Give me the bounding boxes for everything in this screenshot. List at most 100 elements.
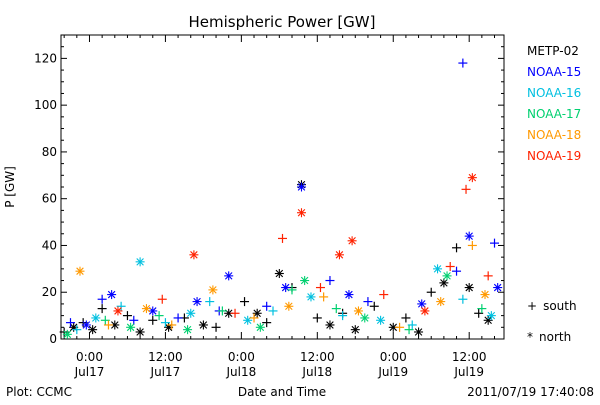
data-point-north: [148, 306, 158, 316]
data-point-north: [480, 290, 490, 300]
legend-entry: NOAA-17: [527, 107, 581, 121]
data-point-south: [490, 238, 500, 248]
legend-entry: NOAA-19: [527, 149, 581, 163]
data-point-south: [148, 315, 158, 325]
data-point-south: [154, 311, 164, 321]
data-point-north: [208, 285, 218, 295]
series-noaa-18: [75, 240, 490, 332]
data-point-south: [230, 308, 240, 318]
data-point-north: [464, 283, 474, 293]
data-point-north: [334, 250, 344, 260]
data-point-south: [474, 308, 484, 318]
x-axis: 0:00Jul1712:00Jul170:00Jul1812:00Jul180:…: [63, 35, 496, 379]
legend-entry: NOAA-18: [527, 128, 581, 142]
data-point-north: [224, 271, 234, 281]
data-point-north: [300, 276, 310, 286]
data-point-north: [107, 290, 117, 300]
data-point-south: [331, 304, 341, 314]
data-point-south: [100, 315, 110, 325]
data-point-south: [379, 290, 389, 300]
x-axis-label: Date and Time: [238, 385, 326, 399]
data-point-north: [347, 236, 357, 246]
data-point-south: [167, 320, 177, 330]
marker-legend: + south * north: [527, 299, 577, 344]
data-point-north: [62, 329, 72, 339]
data-point-south: [97, 304, 107, 314]
data-point-north: [464, 231, 474, 241]
data-point-south: [369, 301, 379, 311]
data-point-north: [306, 292, 316, 302]
marker-legend-symbol: *: [527, 330, 533, 344]
data-point-south: [72, 325, 82, 335]
data-point-south: [452, 266, 462, 276]
data-point-north: [325, 320, 335, 330]
series-noaa-17: [62, 271, 487, 339]
data-point-south: [97, 294, 107, 304]
x-tick-label-time: 0:00: [76, 350, 103, 364]
data-point-south: [240, 297, 250, 307]
data-point-north: [113, 306, 123, 316]
data-point-south: [445, 262, 455, 272]
data-point-south: [315, 283, 325, 293]
data-point-north: [274, 269, 284, 279]
series-noaa-19: [113, 173, 493, 318]
marker-legend-label: south: [543, 299, 577, 313]
data-point-north: [243, 315, 253, 325]
data-point-south: [217, 306, 227, 316]
chart-title: Hemispheric Power [GW]: [189, 13, 376, 31]
data-point-south: [363, 297, 373, 307]
data-point-south: [395, 322, 405, 332]
series-noaa-16: [72, 257, 496, 335]
x-tick-label-time: 12:00: [300, 350, 335, 364]
data-point-south: [116, 301, 126, 311]
y-axis: 0 20 40 60 80 100 120: [34, 34, 504, 346]
x-tick-label-date: Jul17: [150, 365, 181, 379]
data-point-north: [420, 306, 430, 316]
plot-credit: Plot: CCMC: [6, 385, 72, 399]
legend-entry: NOAA-16: [527, 86, 581, 100]
x-tick-label-date: Jul19: [453, 365, 484, 379]
data-point-north: [192, 297, 202, 307]
y-tick-label: 40: [42, 238, 57, 252]
data-point-south: [407, 320, 417, 330]
data-point-south: [467, 240, 477, 250]
data-point-north: [91, 313, 101, 323]
x-tick-label-time: 12:00: [148, 350, 183, 364]
y-tick-label: 60: [42, 192, 57, 206]
marker-legend-label: north: [539, 330, 571, 344]
data-point-north: [135, 327, 145, 337]
data-point-south: [262, 318, 272, 328]
data-point-south: [173, 313, 183, 323]
data-point-south: [483, 271, 493, 281]
data-point-north: [433, 264, 443, 274]
data-point-north: [198, 320, 208, 330]
data-point-north: [75, 266, 85, 276]
data-point-south: [458, 294, 468, 304]
y-tick-label: 100: [34, 98, 57, 112]
marker-legend-symbol: +: [527, 299, 537, 313]
data-point-north: [281, 283, 291, 293]
data-point-south: [401, 313, 411, 323]
data-point-north: [376, 315, 386, 325]
data-point-north: [189, 250, 199, 260]
data-point-south: [452, 243, 462, 253]
data-point-north: [183, 325, 193, 335]
data-point-south: [211, 322, 221, 332]
x-tick-label-date: Jul19: [377, 365, 408, 379]
data-point-south: [325, 276, 335, 286]
series-metp-02: [59, 180, 493, 337]
data-point-north: [296, 182, 306, 192]
data-point-south: [122, 311, 132, 321]
data-point-north: [252, 308, 262, 318]
data-point-north: [81, 320, 91, 330]
y-tick-label: 80: [42, 145, 57, 159]
marker-legend-entry: * north: [527, 330, 571, 344]
data-point-south: [287, 285, 297, 295]
data-point-south: [461, 184, 471, 194]
legend-entry: METP-02: [527, 44, 579, 58]
data-point-south: [426, 287, 436, 297]
data-point-south: [404, 325, 414, 335]
data-point-north: [467, 173, 477, 183]
